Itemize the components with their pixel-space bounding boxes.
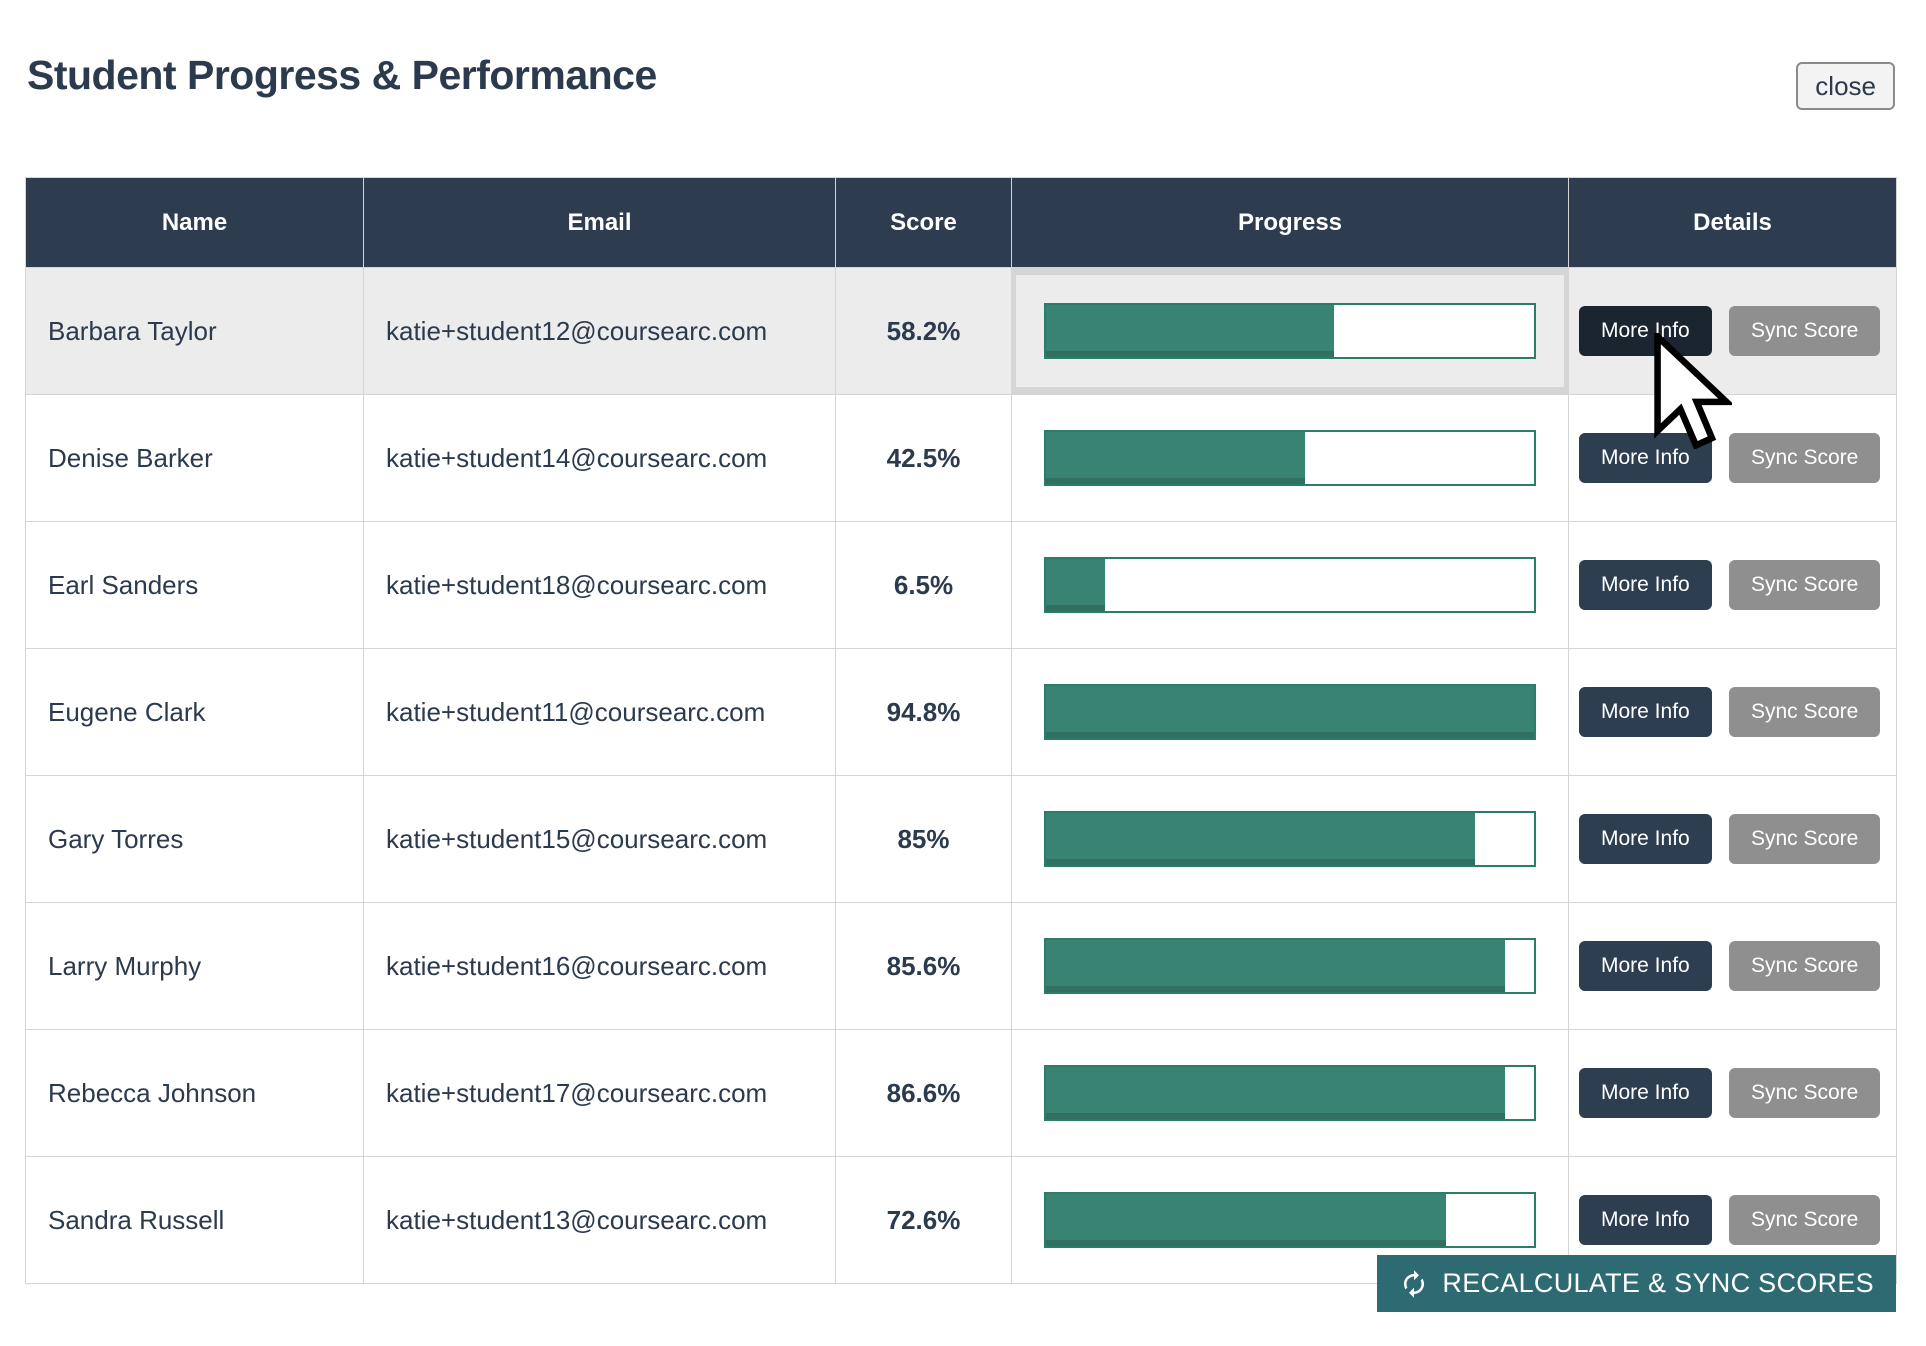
sync-score-button[interactable]: Sync Score	[1728, 1195, 1881, 1245]
student-email: katie+student18@coursearc.com	[363, 521, 836, 649]
progress-cell	[1011, 394, 1569, 522]
student-name: Barbara Taylor	[25, 267, 364, 395]
student-email: katie+student12@coursearc.com	[363, 267, 836, 395]
table-row: Rebecca Johnson katie+student17@coursear…	[25, 1029, 1897, 1157]
more-info-button[interactable]: More Info	[1579, 1068, 1712, 1118]
table-row: Larry Murphy katie+student16@coursearc.c…	[25, 902, 1897, 1030]
progress-bar	[1044, 1192, 1536, 1248]
progress-bar-fill	[1046, 432, 1305, 484]
progress-bar-wrapper	[1016, 783, 1564, 895]
progress-bar-fill	[1046, 686, 1534, 738]
progress-bar-fill	[1046, 940, 1505, 992]
details-cell: More Info Sync Score	[1568, 267, 1897, 395]
recalculate-label: RECALCULATE & SYNC SCORES	[1442, 1268, 1874, 1298]
details-cell: More Info Sync Score	[1568, 394, 1897, 522]
more-info-button[interactable]: More Info	[1579, 687, 1712, 737]
student-email: katie+student11@coursearc.com	[363, 648, 836, 776]
progress-bar	[1044, 430, 1536, 486]
recalculate-sync-button[interactable]: RECALCULATE & SYNC SCORES	[1377, 1255, 1896, 1312]
student-name: Earl Sanders	[25, 521, 364, 649]
sync-score-button[interactable]: Sync Score	[1728, 814, 1881, 864]
sync-score-button[interactable]: Sync Score	[1728, 560, 1881, 610]
sync-score-button[interactable]: Sync Score	[1728, 433, 1881, 483]
student-name: Denise Barker	[25, 394, 364, 522]
progress-cell	[1011, 775, 1569, 903]
student-progress-table: Name Email Score Progress Details Barbar…	[25, 177, 1897, 1284]
student-email: katie+student14@coursearc.com	[363, 394, 836, 522]
page-title: Student Progress & Performance	[27, 52, 657, 98]
progress-bar	[1044, 557, 1536, 613]
student-name: Sandra Russell	[25, 1156, 364, 1284]
sync-score-button[interactable]: Sync Score	[1728, 1068, 1881, 1118]
progress-bar-fill	[1046, 1067, 1505, 1119]
progress-bar-wrapper	[1016, 1037, 1564, 1149]
student-score: 94.8%	[835, 648, 1012, 776]
student-email: katie+student16@coursearc.com	[363, 902, 836, 1030]
student-email: katie+student15@coursearc.com	[363, 775, 836, 903]
more-info-button[interactable]: More Info	[1579, 1195, 1712, 1245]
column-header-name: Name	[25, 177, 364, 268]
progress-cell	[1011, 1029, 1569, 1157]
table-row: Earl Sanders katie+student18@coursearc.c…	[25, 521, 1897, 649]
more-info-button[interactable]: More Info	[1579, 306, 1712, 356]
student-name: Gary Torres	[25, 775, 364, 903]
progress-bar	[1044, 811, 1536, 867]
progress-cell	[1011, 521, 1569, 649]
progress-bar-wrapper	[1016, 656, 1564, 768]
more-info-button[interactable]: More Info	[1579, 941, 1712, 991]
progress-bar	[1044, 1065, 1536, 1121]
table-row: Barbara Taylor katie+student12@coursearc…	[25, 267, 1897, 395]
student-score: 72.6%	[835, 1156, 1012, 1284]
details-cell: More Info Sync Score	[1568, 648, 1897, 776]
student-name: Eugene Clark	[25, 648, 364, 776]
student-name: Rebecca Johnson	[25, 1029, 364, 1157]
table-row: Eugene Clark katie+student11@coursearc.c…	[25, 648, 1897, 776]
student-email: katie+student17@coursearc.com	[363, 1029, 836, 1157]
progress-bar-fill	[1046, 813, 1476, 865]
sync-score-button[interactable]: Sync Score	[1728, 941, 1881, 991]
progress-cell	[1011, 902, 1569, 1030]
refresh-icon	[1404, 1269, 1425, 1298]
progress-bar	[1044, 303, 1536, 359]
progress-cell	[1011, 267, 1569, 395]
progress-bar-wrapper	[1016, 402, 1564, 514]
progress-bar-wrapper	[1016, 275, 1564, 387]
student-email: katie+student13@coursearc.com	[363, 1156, 836, 1284]
progress-bar-fill	[1046, 1194, 1447, 1246]
progress-bar	[1044, 684, 1536, 740]
details-cell: More Info Sync Score	[1568, 902, 1897, 1030]
column-header-score: Score	[835, 177, 1012, 268]
progress-cell	[1011, 648, 1569, 776]
progress-bar-fill	[1046, 305, 1334, 357]
student-score: 85.6%	[835, 902, 1012, 1030]
student-score: 42.5%	[835, 394, 1012, 522]
progress-bar-wrapper	[1016, 529, 1564, 641]
student-score: 6.5%	[835, 521, 1012, 649]
student-score: 86.6%	[835, 1029, 1012, 1157]
progress-bar	[1044, 938, 1536, 994]
details-cell: More Info Sync Score	[1568, 775, 1897, 903]
progress-bar-wrapper	[1016, 910, 1564, 1022]
close-button[interactable]: close	[1796, 62, 1895, 110]
details-cell: More Info Sync Score	[1568, 521, 1897, 649]
progress-bar-fill	[1046, 559, 1105, 611]
student-score: 58.2%	[835, 267, 1012, 395]
table-header-row: Name Email Score Progress Details	[25, 177, 1897, 268]
details-cell: More Info Sync Score	[1568, 1029, 1897, 1157]
sync-score-button[interactable]: Sync Score	[1728, 687, 1881, 737]
sync-score-button[interactable]: Sync Score	[1728, 306, 1881, 356]
column-header-progress: Progress	[1011, 177, 1569, 268]
more-info-button[interactable]: More Info	[1579, 814, 1712, 864]
column-header-details: Details	[1568, 177, 1897, 268]
column-header-email: Email	[363, 177, 836, 268]
student-name: Larry Murphy	[25, 902, 364, 1030]
table-row: Gary Torres katie+student15@coursearc.co…	[25, 775, 1897, 903]
more-info-button[interactable]: More Info	[1579, 433, 1712, 483]
more-info-button[interactable]: More Info	[1579, 560, 1712, 610]
student-score: 85%	[835, 775, 1012, 903]
table-row: Denise Barker katie+student14@coursearc.…	[25, 394, 1897, 522]
